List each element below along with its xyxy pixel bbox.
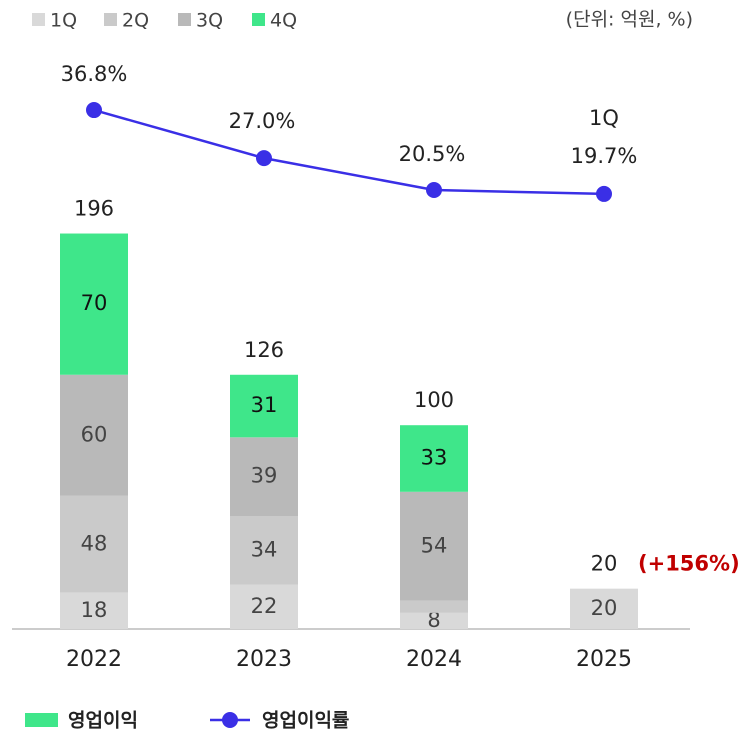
unit-note: (단위: 억원, %) xyxy=(566,9,693,31)
bar-value-label: 54 xyxy=(421,533,448,557)
x-tick-label: 2022 xyxy=(66,647,122,672)
bar-segment xyxy=(400,491,468,601)
legend-label: 4Q xyxy=(270,10,297,32)
total-label: 100 xyxy=(414,388,454,412)
bar-segment xyxy=(60,592,128,629)
legend-label: 3Q xyxy=(196,10,223,32)
legend-label: 2Q xyxy=(122,10,149,32)
legend-swatch xyxy=(32,13,45,26)
legend-marker xyxy=(222,712,238,728)
line-value-label: 20.5% xyxy=(399,142,466,166)
legend-swatch xyxy=(104,13,117,26)
legend-label: 1Q xyxy=(50,10,77,32)
bar-value-label: 70 xyxy=(81,291,108,315)
legend-swatch xyxy=(25,713,58,727)
bar-value-label: 8 xyxy=(427,608,440,632)
x-tick-label: 2025 xyxy=(576,647,632,672)
line-point xyxy=(596,185,612,202)
bar-segment xyxy=(60,495,128,593)
bar-value-label: 60 xyxy=(81,422,108,446)
bar-segment xyxy=(60,233,128,375)
line-value-label: 19.7% xyxy=(571,144,638,168)
bar-segment xyxy=(400,600,468,613)
bar-segment xyxy=(230,516,298,585)
annotation: (+156%) xyxy=(638,552,740,576)
x-tick-label: 2024 xyxy=(406,647,462,672)
bar-segment xyxy=(400,425,468,492)
line-value-label: 27.0% xyxy=(229,109,296,133)
line xyxy=(93,108,605,196)
bar-segment xyxy=(230,584,298,629)
bar-value-label: 33 xyxy=(421,446,448,470)
legend-swatch xyxy=(252,13,265,26)
x-tick-label: 2023 xyxy=(236,647,292,672)
bar-value-label: 22 xyxy=(251,594,278,618)
bar-value-label: 20 xyxy=(591,596,618,620)
line-point xyxy=(256,150,272,167)
legend-label: 영업이익 xyxy=(68,710,138,732)
bar-value-label: 31 xyxy=(251,393,278,417)
bar-segment xyxy=(230,374,298,438)
bar-value-label: 34 xyxy=(251,537,278,561)
total-label: 196 xyxy=(74,197,114,221)
bar-value-label: 48 xyxy=(81,531,108,555)
bar-segment xyxy=(60,374,128,496)
total-label: 20 xyxy=(591,552,618,576)
line-point xyxy=(426,181,442,198)
legend-label: 영업이익률 xyxy=(262,710,349,732)
total-label: 126 xyxy=(244,338,284,362)
bar-value-label: 18 xyxy=(81,598,108,622)
legend-swatch xyxy=(178,13,191,26)
line-value-label: 36.8% xyxy=(61,62,128,86)
bar-value-label: 39 xyxy=(251,464,278,488)
bar-segment xyxy=(400,612,468,629)
line-point xyxy=(86,102,102,119)
annotation: 1Q xyxy=(589,106,619,130)
bar-segment xyxy=(570,588,638,629)
bar-segment xyxy=(230,437,298,517)
